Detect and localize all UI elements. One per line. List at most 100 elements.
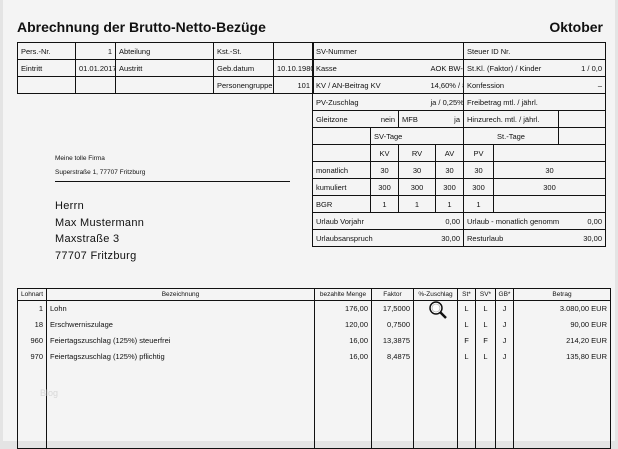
cell: [312, 127, 371, 145]
field-label: Steuer ID Nr.: [462, 42, 559, 60]
cell: [371, 364, 414, 449]
field-label: Urlaubsanspruch: [312, 229, 428, 247]
field-label: Resturlaub: [462, 229, 559, 247]
day-value: 300: [370, 178, 399, 196]
field-label: Abteilung: [115, 42, 214, 60]
cell: [558, 127, 607, 145]
recipient-city: 77707 Fritzburg: [55, 249, 137, 262]
table-row: SV-Tage St.-Tage: [312, 127, 607, 145]
column-header: Betrag: [513, 288, 611, 301]
field-value: [558, 93, 607, 111]
field-label: Gleitzone: [312, 110, 371, 128]
column-header: Faktor: [371, 288, 414, 301]
item-cell: 960: [17, 332, 47, 349]
table-row: Lohnart Bezeichnung bezahlte Menge Faktor %-…: [17, 288, 611, 301]
item-cell: 18: [17, 316, 47, 333]
table-row: KV RV AV PV: [312, 144, 607, 162]
column-header: PV: [463, 144, 494, 162]
wage-items-table: Lohnart Bezeichnung bezahlte Menge Faktor %-…: [17, 288, 611, 449]
column-header: Bezeichnung: [46, 288, 315, 301]
item-cell: J: [495, 300, 514, 317]
st-days-header: St.-Tage: [462, 127, 560, 145]
column-header: bezahlte Menge: [314, 288, 372, 301]
item-cell: 0,7500: [371, 316, 414, 333]
field-value: [558, 42, 607, 60]
field-label: KV / AN-Beitrag KV: [312, 76, 428, 94]
day-value: 300: [435, 178, 464, 196]
table-row: kumuliert 300 300 300 300 300: [312, 178, 607, 196]
month-label: Oktober: [549, 19, 603, 35]
cell: [495, 364, 514, 449]
field-label: MFB: [398, 110, 428, 128]
item-cell: [413, 332, 458, 349]
recipient-block: Herrn Max Mustermann Maxstraße 3 77707 F…: [55, 198, 144, 264]
field-label: [17, 76, 76, 94]
day-value: 30: [463, 161, 494, 179]
item-cell: F: [457, 332, 476, 349]
field-value: ja: [427, 110, 464, 128]
item-cell: Feiertagszuschlag (125%) steuerfrei: [46, 332, 315, 349]
item-cell: L: [457, 300, 476, 317]
item-cell: J: [495, 332, 514, 349]
item-cell: 16,00: [314, 332, 372, 349]
field-label: Kst.-St.: [213, 42, 274, 60]
item-cell: Erschwerniszulage: [46, 316, 315, 333]
item-cell: 970: [17, 348, 47, 365]
field-value: 0,00: [558, 212, 607, 230]
day-value: 30: [435, 161, 464, 179]
field-label: Personengruppe: [213, 76, 274, 94]
cell: [46, 364, 315, 449]
item-cell: L: [457, 348, 476, 365]
column-header: RV: [398, 144, 436, 162]
table-row: Personengruppe 101: [17, 76, 314, 94]
recipient-name: Max Mustermann: [55, 216, 145, 229]
sv-days-header: SV-Tage: [370, 127, 464, 145]
table-row: Urlaub Vorjahr 0,00 Urlaub - monatlich gen…: [312, 212, 607, 230]
field-value: AOK BW-HV: [427, 59, 464, 77]
field-label: Hinzurech. mtl. / jährl.: [462, 110, 560, 128]
item-cell: 135,80 EUR: [513, 348, 611, 365]
item-cell: 176,00: [314, 300, 372, 317]
table-row: BGR 1 1 1 1: [312, 195, 607, 213]
table-row: PV-Zuschlag ja / 0,25% Freibetrag mtl. / j…: [312, 93, 607, 111]
field-value: [558, 110, 607, 128]
divider: [55, 181, 290, 182]
item-cell: 17,5000: [371, 300, 414, 317]
field-label: SV-Nummer: [312, 42, 428, 60]
field-value: 30,00: [558, 229, 607, 247]
table-row: Eintritt 01.01.2017 Austritt Geb.datum 10.10…: [17, 59, 314, 77]
field-value: 0,00: [427, 212, 464, 230]
table-row: monatlich 30 30 30 30 30: [312, 161, 607, 179]
magnifier-icon[interactable]: [428, 300, 448, 320]
st-value: 30: [492, 161, 607, 179]
item-cell: J: [495, 316, 514, 333]
field-value: [75, 76, 116, 94]
cell: [17, 364, 47, 449]
field-value: ja / 0,25%: [427, 93, 464, 111]
field-label: Pers.-Nr.: [17, 42, 76, 60]
table-row: SV-Nummer Steuer ID Nr.: [312, 42, 607, 60]
cell: [413, 364, 458, 449]
item-cell: L: [475, 300, 496, 317]
field-label: Urlaub - monatlich genommen: [462, 212, 559, 230]
row-label: kumuliert: [312, 178, 371, 196]
field-label: Austritt: [115, 59, 214, 77]
cell: [513, 364, 611, 449]
item-cell: 214,20 EUR: [513, 332, 611, 349]
day-value: 300: [398, 178, 436, 196]
field-label: Kasse: [312, 59, 428, 77]
field-value: [427, 42, 464, 60]
item-cell: Feiertagszuschlag (125%) pflichtig: [46, 348, 315, 365]
table-row: Urlaubsanspruch 30,00 Resturlaub 30,00: [312, 229, 607, 247]
field-label: Eintritt: [17, 59, 76, 77]
item-cell: 16,00: [314, 348, 372, 365]
item-cell: L: [475, 348, 496, 365]
st-value: [492, 195, 607, 213]
table-row: Pers.-Nr. 1 Abteilung Kst.-St.: [17, 42, 314, 60]
sender-address: Superstraße 1, 77707 Fritzburg: [55, 169, 146, 176]
item-cell: 1: [17, 300, 47, 317]
day-value: 30: [370, 161, 399, 179]
cell: [314, 364, 372, 449]
